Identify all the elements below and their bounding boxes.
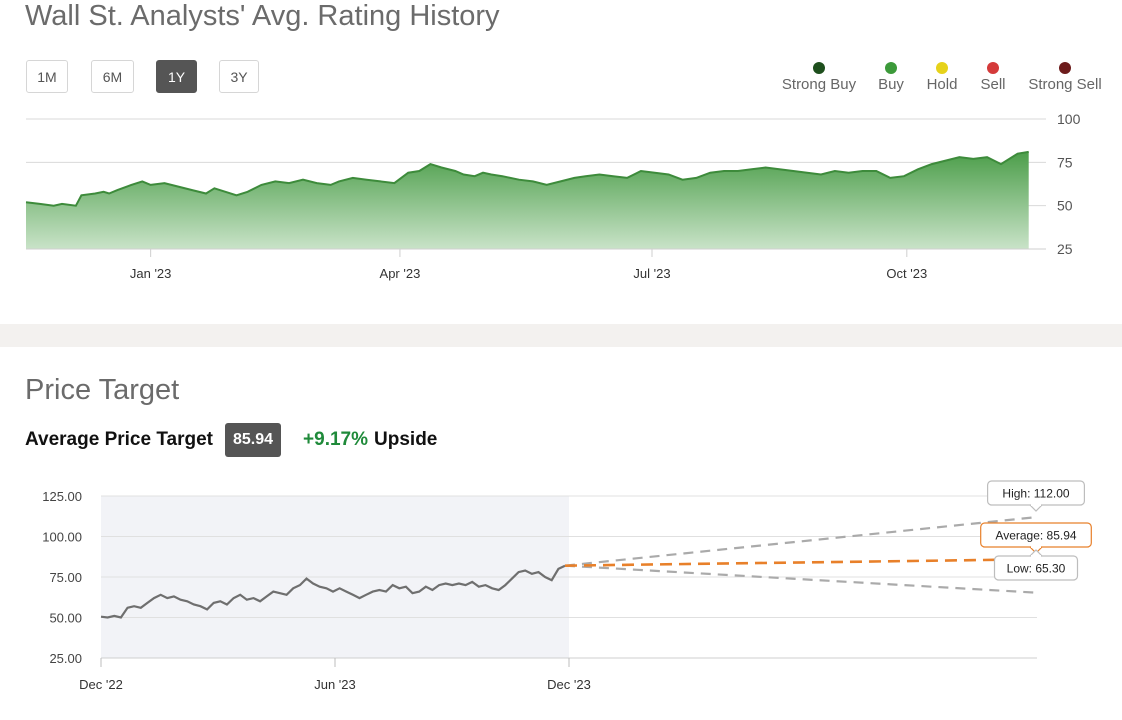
pt-x-tick-label: Dec '23 (547, 677, 591, 692)
pt-y-tick-label: 50.00 (49, 611, 82, 626)
legend-label: Buy (878, 76, 904, 93)
pt-y-tick-label: 75.00 (49, 570, 82, 585)
upside-percent: +9.17% (303, 429, 369, 450)
pt-y-tick-label: 100.00 (42, 530, 82, 545)
average-price-target-label: Average Price Target (25, 429, 213, 450)
average-price-target-badge: 85.94 (224, 423, 282, 457)
pt-x-tick-label: Jun '23 (314, 677, 356, 692)
range-button-1y[interactable]: 1Y (156, 60, 197, 93)
low-target-line (564, 564, 1038, 594)
rating-x-tick-label: Jan '23 (130, 266, 172, 281)
legend-hold[interactable]: Hold (922, 62, 962, 93)
pt-y-tick-label: 25.00 (49, 651, 82, 666)
rating-x-tick-label: Oct '23 (886, 266, 927, 281)
low-target-callout: Low: 65.30 (993, 549, 1079, 581)
rating-area (26, 151, 1029, 249)
legend-dot-strong-buy (813, 62, 825, 74)
legend-label: Hold (926, 76, 958, 93)
average-target-line (564, 557, 1038, 567)
rating-y-tick-label: 100 (1057, 111, 1081, 127)
price-history-line (100, 564, 566, 619)
legend-dot-strong-sell (1059, 62, 1071, 74)
legend-buy[interactable]: Buy (873, 62, 909, 93)
high-target-callout-text: High: 112.00 (1002, 487, 1069, 501)
rating-line (25, 150, 1029, 207)
low-target-callout-text: Low: 65.30 (1007, 562, 1066, 576)
range-button-6m[interactable]: 6M (91, 60, 134, 93)
high-target-callout: High: 112.00 (986, 480, 1085, 512)
upside-label: Upside (374, 429, 438, 450)
legend-dot-sell (987, 62, 999, 74)
high-target-line (564, 515, 1038, 567)
rating-history-title: Wall St. Analysts' Avg. Rating History (25, 0, 500, 32)
rating-y-tick-label: 50 (1057, 198, 1073, 214)
pt-y-tick-label: 125.00 (42, 489, 82, 504)
legend-sell[interactable]: Sell (975, 62, 1011, 93)
rating-history-chart[interactable]: 100 75 50 25 Jan '23 Apr '23 Jul '23 Oct '23 (0, 0, 1122, 324)
average-target-callout-text: Average: 85.94 (995, 529, 1077, 543)
price-target-title: Price Target (25, 374, 180, 406)
average-target-callout: Average: 85.94 (980, 522, 1092, 554)
range-button-1m[interactable]: 1M (26, 60, 68, 93)
legend-label: Strong Buy (781, 76, 857, 93)
range-button-3y[interactable]: 3Y (219, 60, 259, 93)
legend-dot-buy (885, 62, 897, 74)
legend-strong-buy[interactable]: Strong Buy (781, 62, 857, 93)
section-separator (0, 324, 1122, 347)
legend-dot-hold (936, 62, 948, 74)
legend-strong-sell[interactable]: Strong Sell (1026, 62, 1104, 93)
pt-x-tick-label: Dec '22 (79, 677, 123, 692)
rating-y-tick-label: 25 (1057, 241, 1073, 257)
legend-label: Strong Sell (1028, 76, 1102, 93)
legend-label: Sell (980, 76, 1006, 93)
rating-x-tick-label: Jul '23 (633, 266, 670, 281)
average-price-target-row: Average Price Target 85.94 +9.17% Upside (25, 423, 437, 457)
rating-x-tick-label: Apr '23 (380, 266, 421, 281)
rating-y-tick-label: 75 (1057, 154, 1073, 170)
